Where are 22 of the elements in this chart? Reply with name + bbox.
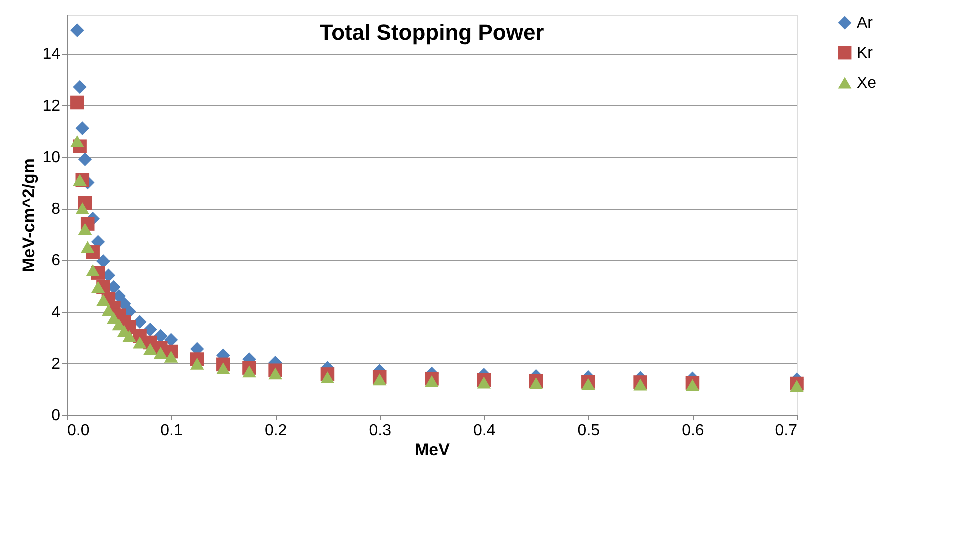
legend-label: Kr	[857, 45, 874, 62]
x-tick-label: 0.3	[369, 422, 392, 440]
y-tick-label: 0	[52, 408, 61, 424]
x-tick-label: 0.2	[264, 422, 288, 440]
x-tick-label: 0.6	[682, 422, 704, 440]
y-tick-label: 4	[52, 304, 61, 322]
y-tick-label: 2	[52, 356, 61, 373]
y-tick-label: 12	[42, 98, 61, 115]
y-tick-label: 8	[52, 201, 61, 218]
chart-title: Total Stopping Power	[320, 20, 545, 45]
y-tick-label: 14	[42, 46, 61, 64]
x-axis-title: MeV	[415, 440, 451, 460]
y-tick-label: 6	[52, 252, 61, 270]
x-tick-label: 0.5	[578, 422, 600, 440]
legend-label: Xe	[857, 75, 877, 92]
x-tick-label: 0.7	[775, 422, 798, 440]
y-axis-title: MeV-cm^2/gm	[20, 158, 39, 272]
x-tick-label: 0.0	[68, 422, 90, 440]
legend-label: Ar	[857, 15, 874, 32]
y-tick-label: 10	[42, 149, 61, 166]
x-tick-label: 0.4	[474, 422, 496, 440]
x-tick-label: 0.1	[160, 422, 184, 440]
